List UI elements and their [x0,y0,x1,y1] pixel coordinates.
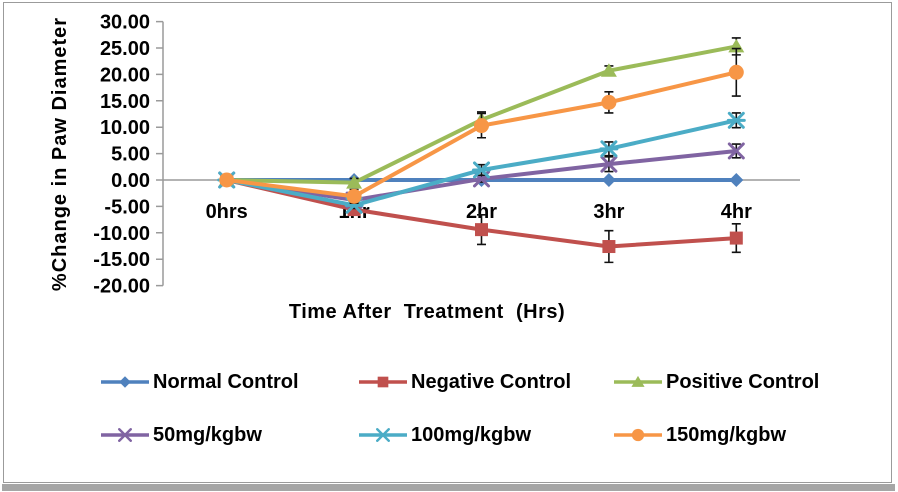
legend-label: 100mg/kgbw [411,423,532,446]
chart-canvas: 30.00 25.00 20.00 15.00 10.00 5.00 0.00 -5.00 -1… [49,12,800,323]
y-tick-label: -5.00 [104,196,150,218]
data-point-triangle [346,175,363,189]
data-point-square [475,223,488,237]
data-point-asterisk [375,428,391,442]
data-point-asterisk [472,161,491,179]
data-point-triangle [600,63,617,77]
legend-label: 50mg/kgbw [153,423,262,446]
y-axis-line [156,20,164,287]
legend-label: Normal Control [153,370,299,393]
x-axis-title: Time After Treatment (Hrs) [289,301,565,323]
y-tick-label: 15.00 [100,91,150,113]
y-tick-label: 20.00 [100,64,150,86]
data-point-diamond [729,173,744,187]
data-point-diamond [119,376,131,388]
data-point-circle [631,428,645,442]
series-100mg-kgbw [217,111,746,214]
x-tick-label: 4hr [721,201,752,223]
x-tick-label: 0hrs [206,201,248,223]
legend-item-positive-control: Positive Control [613,369,819,395]
y-tick-label: 0.00 [111,170,150,192]
y-axis-title: %Change in Paw Diameter [49,17,71,291]
legend-label: Positive Control [666,370,820,393]
data-point-x [118,428,132,442]
x-axis-labels: 0hrs1hr2hr3hr4hr [206,201,753,223]
y-tick-label: 25.00 [100,38,150,60]
legend-marker-circle [614,428,662,442]
legend-item-150mg-kgbw: 150mg/kgbw [613,422,786,448]
legend-marker-x [101,428,149,442]
data-point-circle [474,118,489,134]
legend-item-100mg-kgbw: 100mg/kgbw [358,422,531,448]
data-point-square [377,376,389,388]
data-point-asterisk [599,140,619,158]
data-point-x [600,155,618,173]
legend-item-50mg-kgbw: 50mg/kgbw [100,422,262,448]
y-tick-label: 30.00 [100,12,150,34]
data-point-square [729,231,743,245]
figure-frame [3,2,892,483]
data-point-diamond [601,173,616,187]
x-tick-label: 3hr [593,201,624,223]
data-point-square [602,240,616,254]
data-point-triangle [631,375,645,387]
y-tick-label: -20.00 [93,276,150,298]
data-point-circle [601,94,617,110]
legend-marker-triangle [614,375,662,387]
legend-marker-diamond [101,376,149,388]
data-point-circle [219,172,235,188]
legend-label: Negative Control [411,370,572,393]
legend-marker-asterisk [359,428,407,442]
y-tick-label: 10.00 [100,117,150,139]
legend-label: 150mg/kgbw [666,423,787,446]
data-point-asterisk [726,111,746,129]
window-bottom-edge [2,484,895,491]
legend: Normal Control Negative Control Positive C… [0,352,898,472]
x-tick-label: 2hr [466,201,497,223]
legend-item-negative-control: Negative Control [358,369,571,395]
data-point-circle [346,188,362,204]
data-point-circle [728,64,744,80]
y-tick-label: -15.00 [93,249,150,271]
series-layer [217,37,746,264]
legend-item-normal-control: Normal Control [100,369,299,395]
y-tick-label: -10.00 [93,223,150,245]
y-tick-label: 5.00 [111,144,150,166]
series-negative-control [220,173,743,264]
series-150mg-kgbw [219,47,744,205]
data-point-x [727,142,745,160]
legend-marker-square [359,376,407,388]
